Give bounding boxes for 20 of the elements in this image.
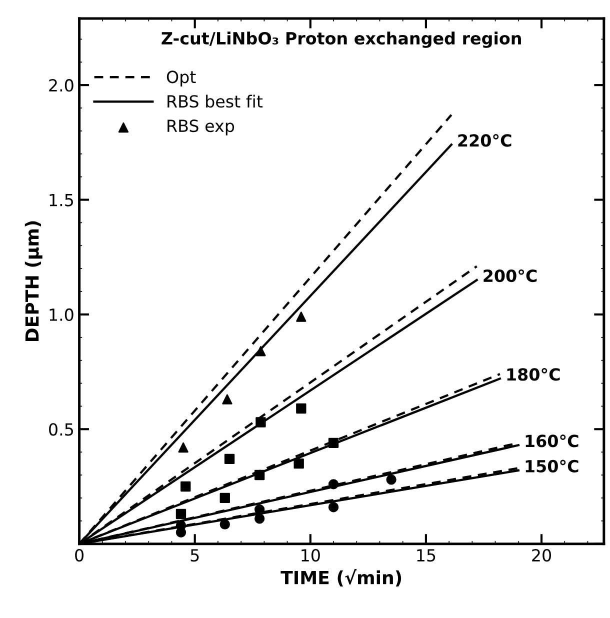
x-tick-label: 5: [190, 549, 199, 562]
text: Z-cut/LiNbO₃ Proton exchanged region: [162, 32, 521, 48]
y-tick-label: 2.0: [49, 79, 74, 92]
legend-label: RBS exp: [168, 120, 234, 136]
annotation: 200°C: [484, 269, 537, 282]
y-tick-label: 0.5: [49, 423, 73, 436]
annotation: 160°C: [526, 434, 578, 448]
y-tick-label: 1.5: [50, 194, 73, 206]
annotation: 150°C: [526, 460, 578, 472]
annotation: 180°C: [507, 368, 560, 381]
x-tick-label: 20: [532, 548, 551, 562]
annotation: 220°C: [458, 134, 512, 147]
y-tick-label: 1.0: [50, 308, 74, 322]
y-axis-title: DEPTH (μm): [24, 221, 42, 341]
x-tick-label: 10: [302, 548, 320, 562]
legend-label: RBS best fit: [168, 94, 263, 108]
x-tick-label: 0: [75, 548, 84, 562]
legend-label: Opt: [166, 70, 196, 86]
x-axis-title: TIME (√min): [280, 569, 402, 587]
x-tick-label: 15: [417, 549, 436, 562]
